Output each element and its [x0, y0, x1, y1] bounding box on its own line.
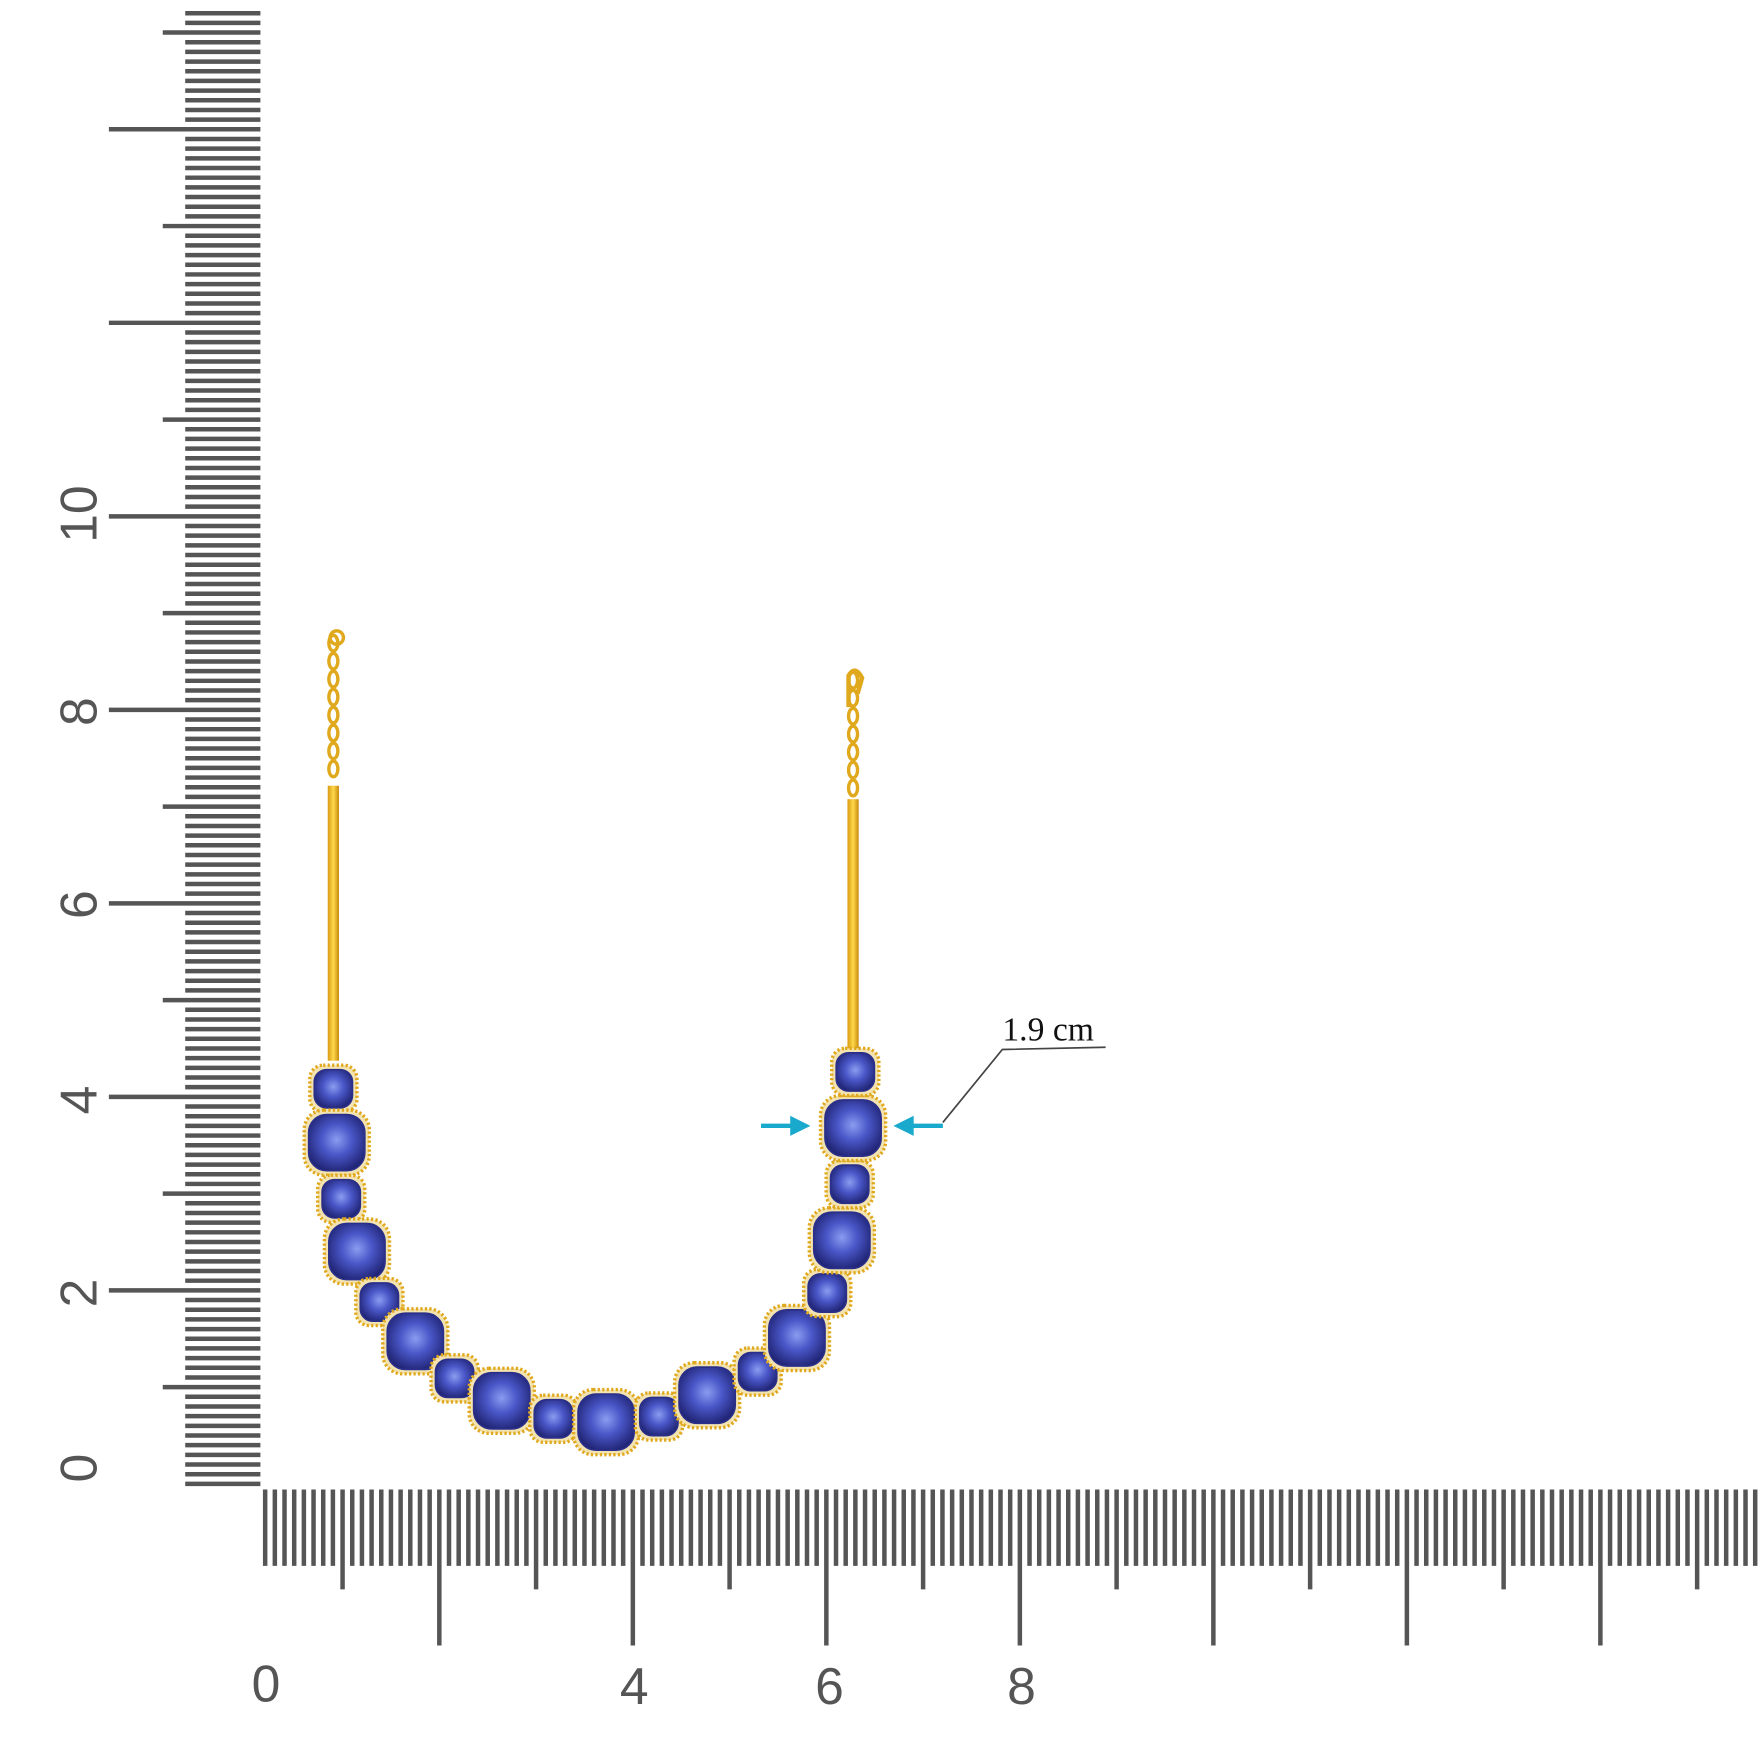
- chain-link: [327, 741, 340, 761]
- gem: [577, 1393, 636, 1452]
- chain-link: [327, 705, 340, 725]
- ruler-label: 6: [815, 1657, 844, 1715]
- rulers: [108, 10, 1758, 1646]
- gem: [533, 1398, 574, 1439]
- ruler-label: 4: [50, 1086, 108, 1115]
- gem: [386, 1312, 445, 1371]
- ruler-label: 4: [620, 1657, 649, 1715]
- gem: [835, 1052, 876, 1092]
- necklace: [302, 629, 888, 1457]
- gem: [638, 1396, 679, 1437]
- gem: [359, 1282, 400, 1322]
- gem: [313, 1068, 354, 1109]
- leader-line: [942, 1046, 1106, 1123]
- chain-link: [846, 760, 860, 780]
- chain-link: [327, 723, 340, 743]
- gem: [829, 1164, 870, 1205]
- clasp-ring: [328, 629, 346, 646]
- ruler-label: 6: [50, 890, 108, 919]
- chain-link: [327, 759, 340, 779]
- clasp-hook: [846, 668, 865, 708]
- chain-link: [846, 706, 860, 726]
- gem: [321, 1178, 362, 1219]
- gem: [678, 1366, 737, 1425]
- gem: [328, 1222, 386, 1281]
- gem: [824, 1099, 882, 1157]
- chain-link: [846, 742, 860, 762]
- chain-link: [327, 651, 340, 671]
- chain-link: [846, 778, 860, 798]
- gem: [307, 1113, 366, 1172]
- gem: [807, 1273, 848, 1313]
- ruler-label: 0: [252, 1655, 281, 1713]
- chain-link: [846, 724, 860, 744]
- chain-link: [327, 687, 340, 707]
- measure-label: 1.9 cm: [1002, 1012, 1094, 1049]
- ruler-label: 8: [1007, 1657, 1036, 1715]
- ruler-label: 8: [50, 697, 108, 726]
- gem: [768, 1309, 826, 1367]
- chain-link: [327, 669, 340, 689]
- measure-arrows: [761, 1115, 943, 1136]
- gem: [472, 1371, 531, 1430]
- mesh-chain: [847, 799, 859, 1050]
- ruler-label: 0: [50, 1454, 108, 1483]
- mesh-chain: [327, 785, 339, 1061]
- gem: [812, 1211, 871, 1270]
- ruler-label: 2: [50, 1279, 108, 1308]
- gem: [434, 1358, 475, 1399]
- ruler-label: 10: [50, 485, 108, 542]
